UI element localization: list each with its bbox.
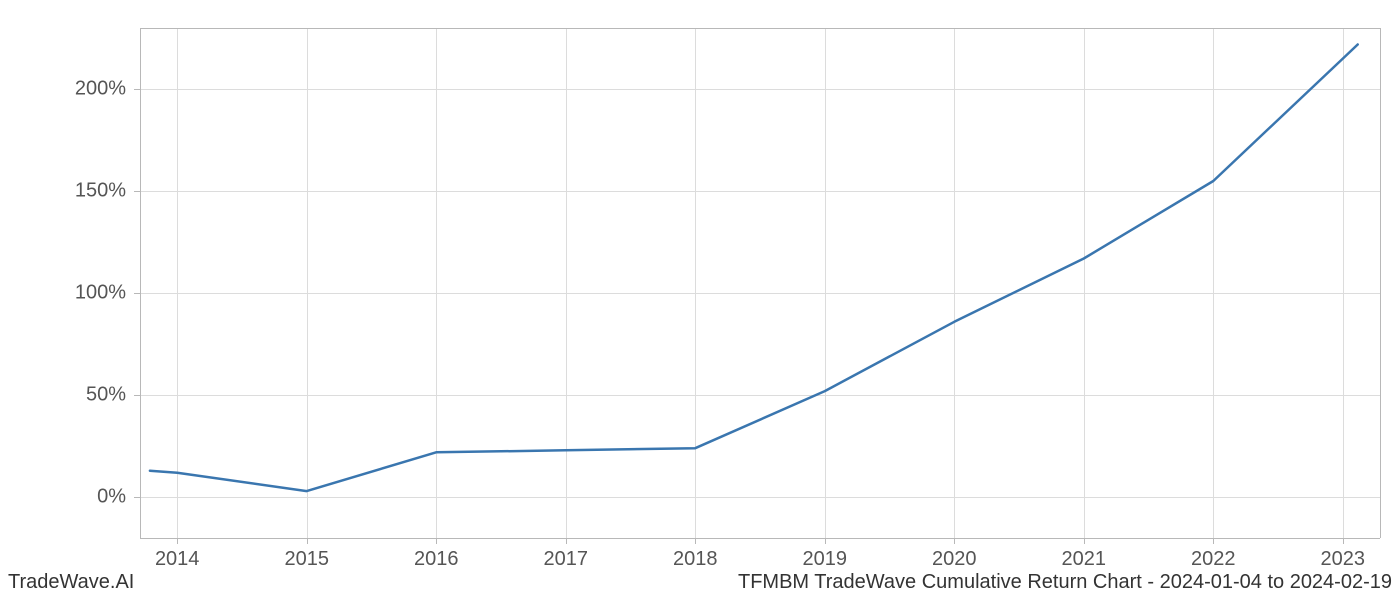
x-tick-label: 2019 [803,548,848,571]
x-tick-label: 2017 [543,548,588,571]
y-tick-label: 150% [36,180,126,203]
x-tick-label: 2023 [1321,548,1366,571]
plot-area: 2014201520162017201820192020202120222023… [140,28,1380,538]
footer-left-text: TradeWave.AI [8,571,134,594]
y-tick-label: 200% [36,78,126,101]
x-tick-label: 2021 [1062,548,1107,571]
series-line [140,28,1380,538]
x-tick-label: 2018 [673,548,718,571]
x-tick-label: 2014 [155,548,200,571]
x-tick-label: 2022 [1191,548,1236,571]
y-tick-label: 50% [36,384,126,407]
y-tick-label: 100% [36,282,126,305]
footer-right-text: TFMBM TradeWave Cumulative Return Chart … [738,571,1392,594]
spine-right [1380,28,1381,538]
chart-container: 2014 2015 2016 2017 2018 2019 2020 2021 2022 2023… [0,0,1400,600]
x-tick-label: 2015 [284,548,329,571]
y-tick-label: 0% [36,486,126,509]
x-tick-label: 2016 [414,548,459,571]
spine-bottom [140,538,1380,539]
x-tick-label: 2020 [932,548,977,571]
